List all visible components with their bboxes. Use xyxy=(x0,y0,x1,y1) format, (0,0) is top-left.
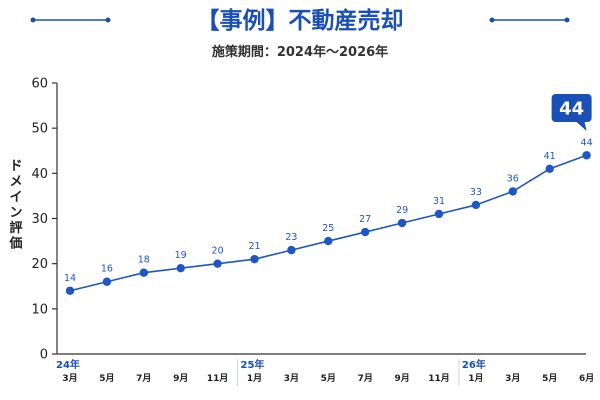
data-label: 31 xyxy=(433,196,445,207)
title-right-dot-inner xyxy=(489,17,495,23)
data-point xyxy=(176,263,185,273)
x-tick-label: 9月 xyxy=(173,373,188,384)
y-axis-title: ドメイン評価 xyxy=(8,159,22,252)
data-label: 16 xyxy=(101,264,113,275)
data-point xyxy=(65,286,75,295)
data-label: 29 xyxy=(396,205,408,216)
x-tick-label: 7月 xyxy=(136,373,151,384)
header: 【事例】不動産売却 施策期間：2024年～2026年 xyxy=(30,7,570,60)
y-tick-labels: 0 10 20 30 40 50 60 xyxy=(31,77,57,363)
y-tick-label: 40 xyxy=(31,167,48,182)
data-label: 25 xyxy=(322,223,334,234)
x-tick-label: 11月 xyxy=(207,373,229,384)
y-tick-label: 50 xyxy=(31,122,48,137)
x-tick-label: 6月 xyxy=(579,373,594,384)
x-tick-label: 7月 xyxy=(358,373,373,384)
x-tick-label: 3月 xyxy=(62,373,77,384)
data-point xyxy=(324,236,333,246)
y-tick-label: 10 xyxy=(31,302,48,317)
data-point xyxy=(287,245,296,255)
data-label: 44 xyxy=(581,137,593,148)
chart-title: 【事例】不動産売却 xyxy=(197,7,404,34)
year-label: 24年 xyxy=(56,358,80,371)
x-tick-label: 1月 xyxy=(247,373,262,384)
data-label: 18 xyxy=(138,255,150,266)
x-tick-label: 3月 xyxy=(284,373,299,384)
data-label: 21 xyxy=(248,241,260,252)
data-point xyxy=(434,209,444,219)
y-tick-label: 30 xyxy=(31,212,48,227)
x-tick-label: 5月 xyxy=(321,373,336,384)
data-point xyxy=(213,259,222,268)
data-label: 19 xyxy=(175,250,187,261)
data-label: 41 xyxy=(544,151,556,162)
x-tick-labels: 3月 5月 7月 9月 11月 1月 3月 5月 7月 9月 11月 1月 3月 5月 6月 24年 25年 26… xyxy=(56,358,594,386)
data-point xyxy=(582,151,591,160)
data-label: 23 xyxy=(285,232,297,243)
data-point xyxy=(250,254,259,264)
data-point xyxy=(361,227,370,237)
y-tick-label: 60 xyxy=(31,77,48,92)
data-point xyxy=(545,164,554,174)
x-tick-label: 3月 xyxy=(505,373,520,384)
callout: 44 xyxy=(551,94,592,131)
callout-pointer xyxy=(576,122,587,131)
x-tick-label: 5月 xyxy=(99,373,114,384)
chart-subtitle: 施策期間：2024年～2026年 xyxy=(212,44,388,60)
x-tick-label: 9月 xyxy=(394,373,409,384)
y-axis-label: ドメイン評価 xyxy=(8,159,22,252)
title-left-dot-outer xyxy=(30,17,36,23)
data-label: 27 xyxy=(359,214,371,225)
data-labels: 14 16 18 19 20 21 23 25 27 29 31 33 36 41 44 xyxy=(64,137,593,284)
title-left-dot-inner xyxy=(105,17,111,23)
year-label: 25年 xyxy=(241,358,265,371)
y-tick-label: 0 xyxy=(40,348,48,363)
x-tick-label: 5月 xyxy=(542,373,557,384)
data-point xyxy=(102,277,112,286)
data-points xyxy=(65,151,591,295)
data-point xyxy=(508,187,517,196)
data-point xyxy=(397,218,407,228)
data-label: 36 xyxy=(507,173,519,184)
title-right-dot-outer xyxy=(564,17,570,23)
data-label: 33 xyxy=(470,187,482,198)
x-tick-label: 1月 xyxy=(468,373,483,384)
callout-text: 44 xyxy=(559,99,584,120)
data-label: 14 xyxy=(64,273,76,284)
data-label: 20 xyxy=(212,246,224,257)
data-point xyxy=(139,268,148,277)
year-label: 26年 xyxy=(462,358,486,371)
data-point xyxy=(471,200,481,210)
axes xyxy=(56,83,586,355)
x-tick-label: 11月 xyxy=(428,373,450,384)
y-tick-label: 20 xyxy=(31,257,48,272)
callout-bubble xyxy=(551,94,592,122)
